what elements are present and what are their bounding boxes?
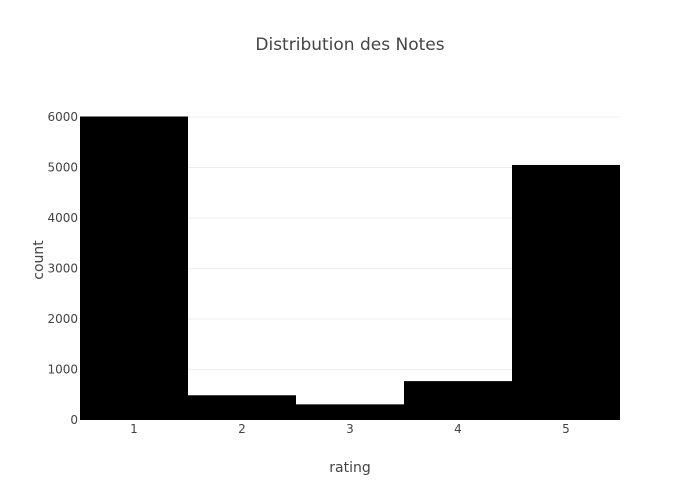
- x-tick-label: 5: [562, 422, 570, 436]
- chart-title: Distribution des Notes: [255, 35, 444, 55]
- x-axis-title: rating: [329, 460, 370, 476]
- bar-3: [296, 404, 404, 420]
- bars: [80, 116, 620, 421]
- x-tick-label: 3: [346, 422, 354, 436]
- x-tick-label: 4: [454, 422, 462, 436]
- y-tick-label: 1000: [47, 363, 78, 377]
- x-tick-label: 2: [238, 422, 246, 436]
- y-axis-ticks: 0 1000 2000 3000 4000 5000 6000: [47, 110, 78, 427]
- y-tick-label: 4000: [47, 211, 78, 225]
- y-tick-label: 5000: [47, 161, 78, 175]
- bar-2: [188, 395, 296, 420]
- x-axis-ticks: 1 2 3 4 5: [130, 422, 570, 436]
- x-tick-label: 1: [130, 422, 138, 436]
- y-tick-label: 3000: [47, 262, 78, 276]
- bar-1: [80, 116, 188, 421]
- y-tick-label: 0: [70, 413, 78, 427]
- y-axis-title: count: [31, 240, 47, 280]
- y-tick-label: 2000: [47, 312, 78, 326]
- y-tick-label: 6000: [47, 110, 78, 124]
- bar-4: [404, 381, 512, 420]
- bar-5: [512, 164, 620, 420]
